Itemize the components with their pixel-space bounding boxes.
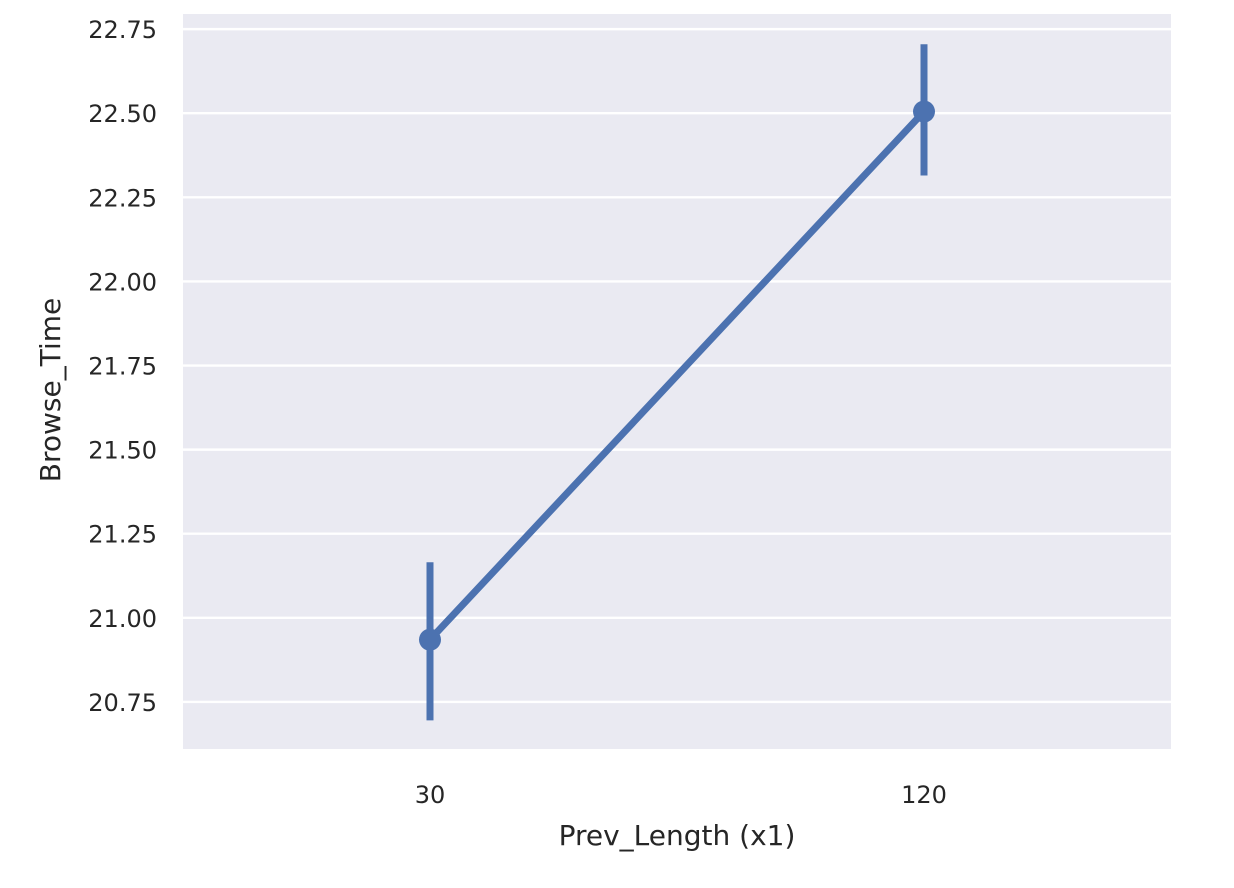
x-tick-label: 120 — [901, 781, 947, 809]
x-axis-label: Prev_Length (x1) — [559, 819, 796, 852]
x-tick-labels: 30 120 — [415, 781, 947, 809]
data-point — [913, 100, 935, 123]
y-tick-label: 20.75 — [88, 689, 157, 717]
y-tick-label: 21.00 — [88, 605, 157, 633]
series-group — [419, 44, 935, 721]
y-axis-label: Browse_Time — [34, 298, 67, 482]
y-tick-label: 21.75 — [88, 353, 157, 381]
x-tick-label: 30 — [415, 781, 446, 809]
y-tick-label: 21.50 — [88, 437, 157, 465]
data-point — [419, 628, 441, 651]
y-tick-labels: 20.75 21.00 21.25 21.50 21.75 22.00 22.25 22.50… — [88, 16, 157, 717]
y-tick-label: 22.25 — [88, 184, 157, 212]
gridlines — [183, 27, 1171, 704]
y-tick-label: 22.00 — [88, 268, 157, 296]
y-tick-label: 21.25 — [88, 521, 157, 549]
y-tick-label: 22.50 — [88, 100, 157, 128]
series-line — [426, 108, 928, 644]
y-tick-label: 22.75 — [88, 16, 157, 44]
plot-area — [183, 14, 1171, 749]
